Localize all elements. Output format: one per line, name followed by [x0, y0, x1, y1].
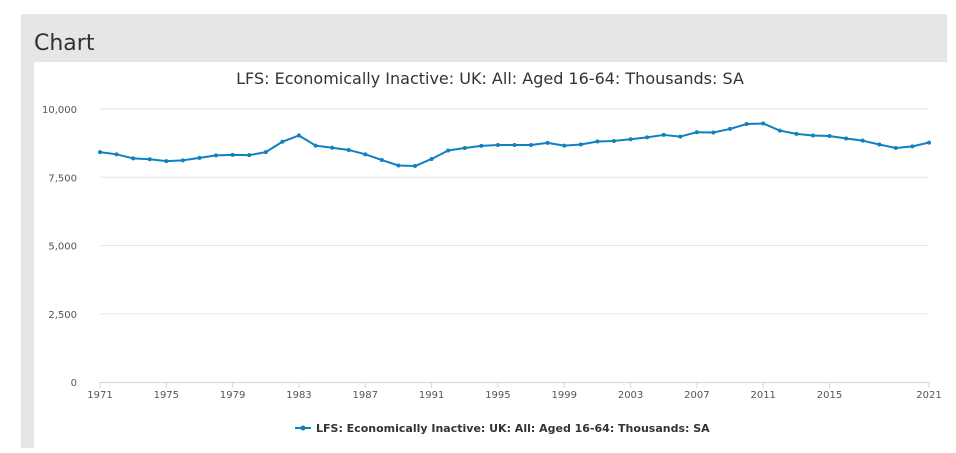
chart-area: LFS: Economically Inactive: UK: All: Age…: [34, 62, 947, 448]
chart-title: LFS: Economically Inactive: UK: All: Age…: [236, 69, 744, 88]
data-point[interactable]: [313, 143, 318, 148]
data-point[interactable]: [114, 152, 119, 157]
data-point[interactable]: [529, 143, 534, 148]
legend-symbol: [295, 425, 311, 431]
data-point[interactable]: [296, 133, 301, 138]
line-chart: LFS: Economically Inactive: UK: All: Age…: [42, 69, 942, 435]
x-tick-label: 2007: [684, 390, 709, 401]
data-point[interactable]: [147, 157, 152, 162]
data-point[interactable]: [413, 164, 418, 169]
data-point[interactable]: [396, 163, 401, 168]
legend-label[interactable]: LFS: Economically Inactive: UK: All: Age…: [316, 422, 710, 435]
data-point[interactable]: [230, 152, 235, 157]
data-point[interactable]: [263, 150, 268, 155]
data-point[interactable]: [910, 144, 915, 149]
data-point[interactable]: [827, 134, 832, 139]
x-tick-label: 1999: [552, 390, 577, 401]
data-point[interactable]: [180, 158, 185, 163]
x-tick-label: 1987: [353, 390, 378, 401]
y-tick-label: 0: [71, 378, 77, 389]
data-point[interactable]: [844, 136, 849, 141]
data-point[interactable]: [761, 121, 766, 126]
series-layer: [98, 121, 931, 169]
data-point[interactable]: [893, 146, 898, 151]
data-point[interactable]: [578, 142, 583, 147]
data-point[interactable]: [495, 143, 500, 148]
data-point[interactable]: [545, 140, 550, 145]
data-point[interactable]: [446, 148, 451, 153]
data-point[interactable]: [860, 138, 865, 143]
data-point[interactable]: [595, 139, 600, 144]
data-point[interactable]: [711, 130, 716, 135]
data-point[interactable]: [777, 128, 782, 133]
data-point[interactable]: [645, 135, 650, 140]
x-tick-label: 2011: [750, 390, 775, 401]
data-point[interactable]: [694, 130, 699, 135]
data-point[interactable]: [379, 158, 384, 163]
data-point[interactable]: [462, 146, 467, 151]
x-tick-label: 1991: [419, 390, 444, 401]
x-tick-label: 1983: [286, 390, 311, 401]
data-point[interactable]: [628, 137, 633, 142]
data-point[interactable]: [363, 152, 368, 157]
data-point[interactable]: [794, 131, 799, 136]
data-point[interactable]: [197, 155, 202, 160]
legend[interactable]: LFS: Economically Inactive: UK: All: Age…: [295, 422, 710, 435]
x-tick-label: 2015: [817, 390, 842, 401]
data-point[interactable]: [479, 143, 484, 148]
x-tick-label: 1979: [220, 390, 245, 401]
data-point[interactable]: [346, 147, 351, 152]
y-tick-label: 10,000: [42, 105, 77, 116]
data-point[interactable]: [280, 139, 285, 144]
data-point[interactable]: [214, 153, 219, 158]
x-tick-label: 1975: [154, 390, 179, 401]
y-tick-label: 5,000: [48, 242, 77, 253]
x-tick-label: 1995: [485, 390, 510, 401]
data-point[interactable]: [877, 142, 882, 147]
y-axis-labels: 0 2,500 5,000 7,500 10,000: [42, 105, 77, 389]
gridlines: [100, 108, 929, 315]
data-point[interactable]: [927, 140, 931, 145]
data-point[interactable]: [810, 133, 815, 138]
data-point[interactable]: [164, 159, 169, 164]
y-tick-label: 2,500: [48, 310, 77, 321]
x-axis: 1971 1975 1979 1983 1987 1991 1995 1999 2003 2007…: [87, 382, 942, 401]
data-point[interactable]: [247, 153, 252, 158]
data-point[interactable]: [661, 132, 666, 137]
x-tick-label: 2021: [916, 390, 941, 401]
data-point[interactable]: [98, 150, 102, 155]
data-point[interactable]: [611, 138, 616, 143]
x-tick-label: 2003: [618, 390, 643, 401]
y-tick-label: 7,500: [48, 173, 77, 184]
panel-heading: Chart: [34, 31, 95, 56]
data-point[interactable]: [330, 145, 335, 150]
data-point[interactable]: [744, 122, 749, 127]
data-point[interactable]: [562, 143, 567, 148]
data-point[interactable]: [728, 126, 733, 131]
data-point[interactable]: [678, 134, 683, 139]
data-point[interactable]: [512, 143, 517, 148]
data-point[interactable]: [131, 156, 136, 161]
data-point[interactable]: [429, 156, 434, 161]
x-tick-label: 1971: [87, 390, 112, 401]
